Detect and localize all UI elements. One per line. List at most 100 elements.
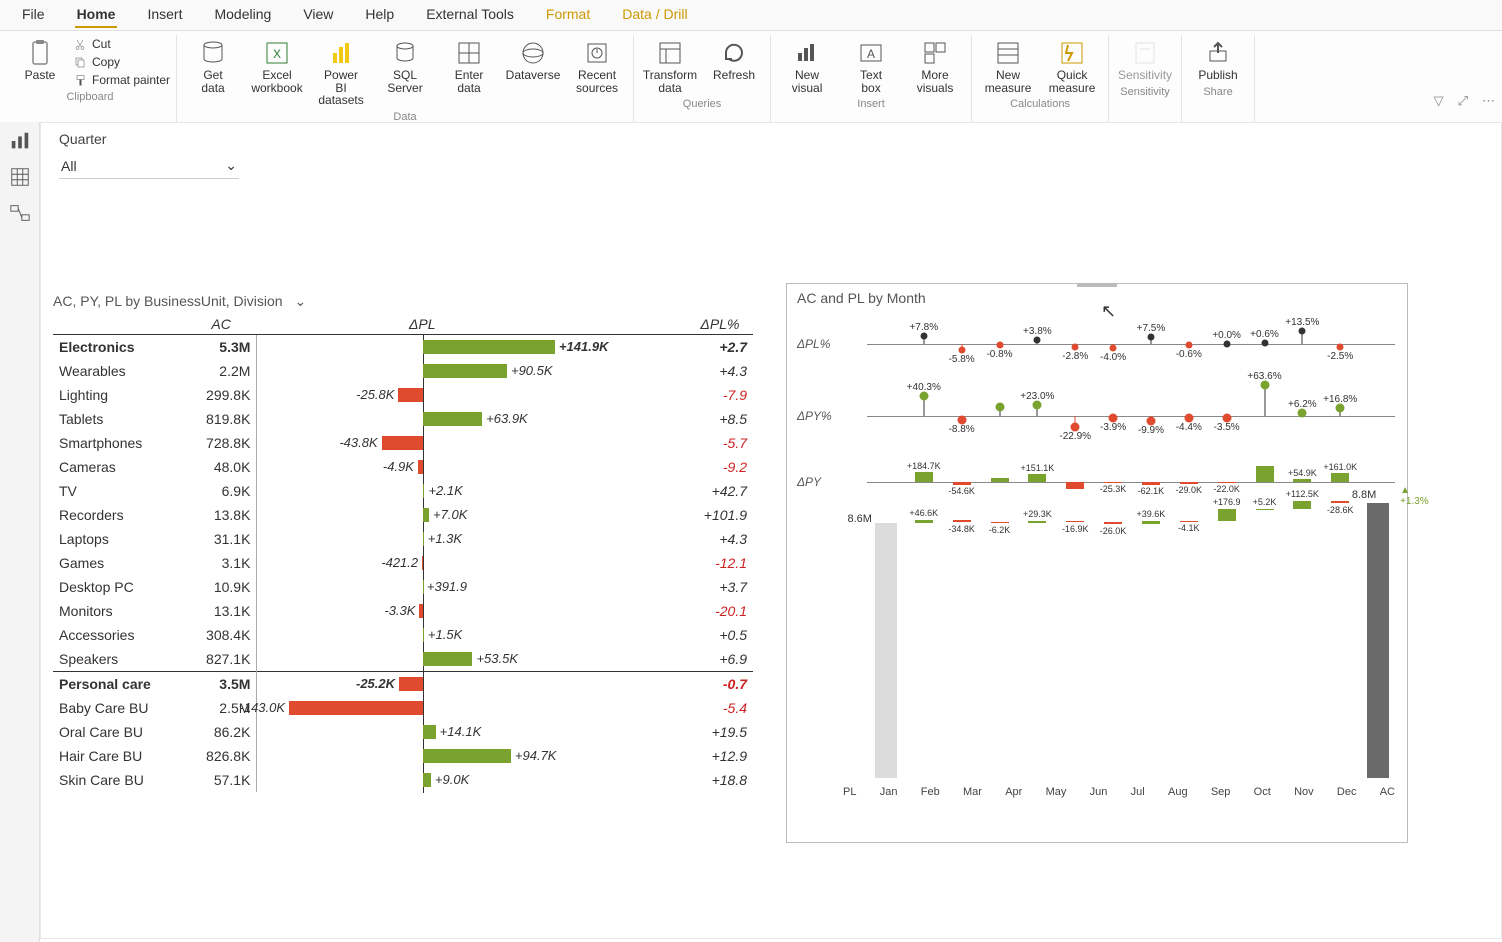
menu-item[interactable]: View (301, 2, 335, 28)
grid-icon (453, 37, 485, 69)
resize-handle[interactable] (1077, 283, 1117, 287)
table-row[interactable]: Recorders13.8K+7.0K+101.9 (53, 503, 753, 527)
excel-icon: X (261, 37, 293, 69)
table-row[interactable]: Speakers827.1K+53.5K+6.9 (53, 647, 753, 672)
ribbon-button[interactable]: Paste (10, 35, 70, 84)
pct-value: +19.5 (687, 720, 753, 744)
menu-item[interactable]: Format (544, 2, 592, 28)
textbox-icon: A (855, 37, 887, 69)
table-row[interactable]: Lighting299.8K-25.8K-7.9 (53, 383, 753, 407)
table-row[interactable]: Cameras48.0K-4.9K-9.2 (53, 455, 753, 479)
more-icon (919, 37, 951, 69)
ribbon-group-label: Sensitivity (1120, 84, 1170, 102)
focus-mode-icon[interactable]: ⤢ (1458, 93, 1468, 109)
row-name: Baby Care BU (53, 696, 185, 720)
table-row[interactable]: Skin Care BU57.1K+9.0K+18.8 (53, 768, 753, 792)
more-options-icon[interactable]: ⋯ (1482, 93, 1495, 109)
table-row[interactable]: Tablets819.8K+63.9K+8.5 (53, 407, 753, 431)
ribbon-button[interactable]: Morevisuals (905, 35, 965, 96)
month-label: Jul (1131, 786, 1145, 798)
view-rail (0, 122, 40, 942)
ribbon-button[interactable]: Newmeasure (978, 35, 1038, 96)
ac-value: 31.1K (185, 527, 257, 551)
pct-value: -0.7 (687, 672, 753, 697)
table-row[interactable]: Laptops31.1K+1.3K+4.3 (53, 527, 753, 551)
ribbon-group-label: Queries (683, 96, 722, 114)
menu-item[interactable]: Data / Drill (620, 2, 689, 28)
ribbon-group-label: Insert (857, 96, 885, 114)
month-label: Dec (1337, 786, 1357, 798)
ribbon-button[interactable]: Publish (1188, 35, 1248, 84)
variance-bar: +391.9 (257, 575, 588, 599)
row-name: Lighting (53, 383, 185, 407)
business-unit-table-visual[interactable]: AC, PY, PL by BusinessUnit, Division⌄ AC… (53, 293, 753, 792)
menu-item[interactable]: File (20, 2, 47, 28)
ribbon-button[interactable]: PowerBI datasets (311, 35, 371, 109)
pct-value: -5.7 (687, 431, 753, 455)
ribbon-button[interactable]: Refresh (704, 35, 764, 84)
month-label: Apr (1005, 786, 1022, 798)
table-row[interactable]: Accessories308.4K+1.5K+0.5 (53, 623, 753, 647)
table-row[interactable]: TV6.9K+2.1K+42.7 (53, 479, 753, 503)
svg-text:A: A (867, 47, 875, 61)
filter-icon[interactable]: ▽ (1434, 93, 1444, 109)
dv-icon (517, 37, 549, 69)
table-row[interactable]: Baby Care BU2.5M-143.0K-5.4 (53, 696, 753, 720)
ribbon-button[interactable]: Transformdata (640, 35, 700, 96)
ribbon-button[interactable]: Newvisual (777, 35, 837, 96)
pct-value: +0.5 (687, 623, 753, 647)
ribbon-group-label: Clipboard (66, 89, 113, 107)
ribbon-button[interactable]: Dataverse (503, 35, 563, 84)
slicer-dropdown[interactable]: All ⌄ (59, 153, 239, 179)
model-view-icon[interactable] (9, 202, 31, 224)
row-name: Recorders (53, 503, 185, 527)
ribbon-button[interactable]: Enterdata (439, 35, 499, 96)
x-axis: PLJanFebMarAprMayJunJulAugSepOctNovDecAC (843, 786, 1395, 798)
menu-item[interactable]: Home (75, 2, 118, 28)
table-row[interactable]: Monitors13.1K-3.3K-20.1 (53, 599, 753, 623)
ribbon-button[interactable]: Getdata (183, 35, 243, 96)
publish-icon (1202, 37, 1234, 69)
menu-item[interactable]: External Tools (424, 2, 516, 28)
ac-pl-month-visual[interactable]: AC and PL by Month ΔPL% +7.8%-5.8%-0.8%+… (786, 283, 1408, 843)
ac-value: 3.5M (185, 672, 257, 697)
table-row[interactable]: Oral Care BU86.2K+14.1K+19.5 (53, 720, 753, 744)
table-row[interactable]: Hair Care BU826.8K+94.7K+12.9 (53, 744, 753, 768)
ribbon-button[interactable]: Cut (74, 37, 170, 53)
visual-title: AC and PL by Month (787, 284, 1407, 312)
menu-item[interactable]: Insert (145, 2, 184, 28)
table-row[interactable]: Wearables2.2M+90.5K+4.3 (53, 359, 753, 383)
table-row[interactable]: Electronics5.3M+141.9K+2.7 (53, 335, 753, 360)
db-icon (197, 37, 229, 69)
ribbon-button[interactable]: Copy (74, 55, 170, 71)
ribbon-toolbar: PasteCut Copy Format painterClipboard Getda… (0, 31, 1502, 128)
ribbon-button[interactable]: Recentsources (567, 35, 627, 96)
variance-bar: -421.2 (257, 551, 588, 575)
menu-item[interactable]: Modeling (212, 2, 273, 28)
variance-bar: +14.1K (257, 720, 588, 744)
pct-value: -7.9 (687, 383, 753, 407)
table-row[interactable]: Games3.1K-421.2-12.1 (53, 551, 753, 575)
menu-item[interactable]: Help (363, 2, 396, 28)
variance-bar: +9.0K (257, 768, 588, 792)
ribbon-button[interactable]: XExcelworkbook (247, 35, 307, 96)
ac-value: 57.1K (185, 768, 257, 792)
table-row[interactable]: Desktop PC10.9K+391.9+3.7 (53, 575, 753, 599)
variance-bar: +7.0K (257, 503, 588, 527)
ribbon-button[interactable]: Format painter (74, 73, 170, 89)
variance-table: AC ΔPL ΔPL% Electronics5.3M+141.9K+2.7We… (53, 314, 753, 792)
table-row[interactable]: Smartphones728.8K-43.8K-5.7 (53, 431, 753, 455)
visual-title: AC, PY, PL by BusinessUnit, Division⌄ (53, 293, 753, 310)
ribbon-button[interactable]: SQLServer (375, 35, 435, 96)
ac-value: 2.2M (185, 359, 257, 383)
data-view-icon[interactable] (9, 166, 31, 188)
ribbon-button[interactable]: Quickmeasure (1042, 35, 1102, 96)
ribbon-button: Sensitivity (1115, 35, 1175, 84)
month-label: Jan (880, 786, 898, 798)
report-view-icon[interactable] (9, 130, 31, 152)
variance-bar: +90.5K (257, 359, 588, 383)
chevron-down-icon[interactable]: ⌄ (295, 293, 307, 309)
measure-icon (992, 37, 1024, 69)
ribbon-button[interactable]: ATextbox (841, 35, 901, 96)
table-row[interactable]: Personal care3.5M-25.2K-0.7 (53, 672, 753, 697)
